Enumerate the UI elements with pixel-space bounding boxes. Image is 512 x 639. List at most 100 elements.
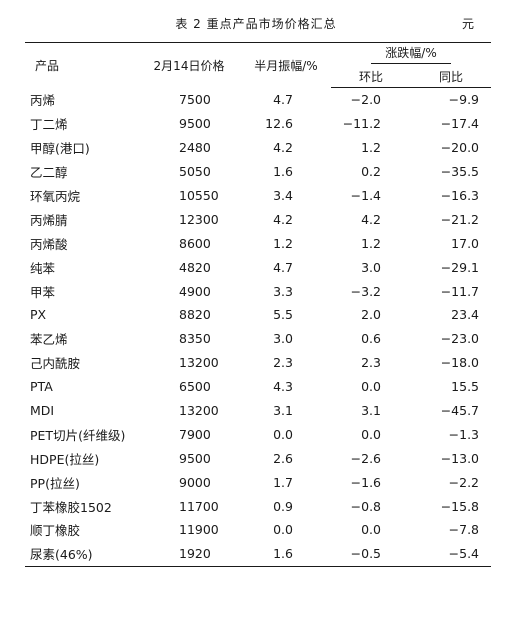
product-name-cell: 丙烯腈 bbox=[30, 212, 68, 228]
yoy-cell: −15.8 bbox=[440, 498, 480, 514]
swing-cell: 4.2 bbox=[273, 140, 293, 156]
product-name-cell: 丁二烯 bbox=[30, 117, 68, 133]
mom-cell: 0.0 bbox=[361, 522, 381, 538]
mom-cell: 2.3 bbox=[361, 355, 381, 371]
yoy-cell: −2.2 bbox=[448, 474, 480, 490]
yoy-cell: −11.7 bbox=[440, 283, 480, 299]
price-cell: 4900 bbox=[179, 283, 211, 299]
header-mom: 环比 bbox=[331, 65, 411, 88]
yoy-cell: −29.1 bbox=[440, 259, 480, 275]
swing-cell: 3.1 bbox=[273, 403, 293, 419]
mom-cell: 4.2 bbox=[361, 211, 381, 227]
table-row: 尿素(46%) 1920 1.6 −0.5 −5.4 bbox=[25, 541, 492, 567]
product-name-cell: PTA bbox=[30, 379, 53, 395]
price-cell: 11700 bbox=[179, 498, 219, 514]
product-name-cell: 顺丁橡胶 bbox=[30, 523, 81, 539]
product-name-cell: 纯苯 bbox=[30, 260, 56, 276]
product-name-cell: MDI bbox=[30, 403, 55, 419]
header-yoy: 同比 bbox=[411, 65, 492, 88]
swing-cell: 1.2 bbox=[273, 235, 293, 251]
swing-cell: 4.7 bbox=[273, 259, 293, 275]
swing-cell: 3.3 bbox=[273, 283, 293, 299]
swing-cell: 3.0 bbox=[273, 331, 293, 347]
price-cell: 6500 bbox=[179, 379, 211, 395]
table-row: PX 8820 5.5 2.0 23.4 bbox=[25, 303, 491, 327]
product-name-cell: PP(拉丝) bbox=[30, 475, 80, 491]
price-cell: 7500 bbox=[179, 92, 211, 108]
product-name-cell: PET切片(纤维级) bbox=[30, 427, 126, 443]
table-row: 丙烯腈 12300 4.2 4.2 −21.2 bbox=[25, 207, 491, 231]
mom-cell: −1.4 bbox=[350, 188, 381, 203]
header-change-label: 涨跌幅/% bbox=[371, 44, 451, 64]
product-name-cell: 环氧丙烷 bbox=[30, 189, 81, 204]
price-cell: 1920 bbox=[137, 541, 241, 567]
price-cell: 7900 bbox=[179, 426, 211, 442]
swing-cell: 1.7 bbox=[273, 474, 293, 490]
price-cell: 8600 bbox=[179, 235, 211, 251]
table-row: 甲苯 4900 3.3 −3.2 −11.7 bbox=[25, 279, 491, 303]
product-name-cell: 尿素(46%) bbox=[25, 541, 137, 567]
mom-cell: −0.5 bbox=[331, 541, 411, 567]
yoy-cell: −1.3 bbox=[448, 426, 480, 442]
yoy-cell: −21.2 bbox=[440, 211, 480, 227]
price-cell: 8820 bbox=[179, 307, 211, 323]
product-name-cell: 丙烯 bbox=[30, 93, 56, 109]
swing-cell: 12.6 bbox=[265, 116, 293, 132]
product-name-cell: 甲醇(港口) bbox=[30, 141, 90, 157]
mom-cell: −1.6 bbox=[350, 474, 381, 490]
header-price: 2月14日价格 bbox=[153, 58, 225, 73]
price-cell: 4820 bbox=[179, 259, 211, 275]
table-row: 甲醇(港口) 2480 4.2 1.2 −20.0 bbox=[25, 136, 491, 160]
header-product: 产品 bbox=[35, 58, 60, 73]
table-row: 纯苯 4820 4.7 3.0 −29.1 bbox=[25, 255, 491, 279]
yoy-cell: −7.8 bbox=[448, 522, 480, 538]
yoy-cell: 15.5 bbox=[451, 379, 480, 395]
mom-cell: 0.0 bbox=[361, 379, 381, 395]
product-name-cell: 丁苯橡胶1502 bbox=[30, 499, 112, 515]
table-row: MDI 13200 3.1 3.1 −45.7 bbox=[25, 399, 491, 423]
yoy-cell: −18.0 bbox=[440, 355, 480, 371]
price-cell: 9000 bbox=[179, 474, 211, 490]
yoy-cell: −23.0 bbox=[440, 331, 480, 347]
product-name-cell: 乙二醇 bbox=[30, 165, 68, 181]
mom-cell: 1.2 bbox=[361, 140, 381, 156]
product-name-cell: HDPE(拉丝) bbox=[30, 451, 100, 467]
swing-cell: 1.6 bbox=[241, 541, 331, 567]
table-row: 环氧丙烷 10550 3.4 −1.4 −16.3 bbox=[25, 184, 491, 208]
swing-cell: 3.4 bbox=[273, 188, 293, 203]
table-row: 乙二醇 5050 1.6 0.2 −35.5 bbox=[25, 160, 491, 184]
unit-label: 元 bbox=[461, 17, 474, 31]
product-name-cell: 丙烯酸 bbox=[30, 236, 68, 252]
swing-cell: 1.6 bbox=[273, 164, 293, 180]
yoy-cell: −5.4 bbox=[411, 541, 492, 567]
mom-cell: −0.8 bbox=[350, 498, 381, 514]
mom-cell: 3.1 bbox=[361, 403, 381, 419]
table-row: 丁二烯 9500 12.6 −11.2 −17.4 bbox=[25, 112, 491, 136]
swing-cell: 4.2 bbox=[273, 211, 293, 227]
table-row: 己内酰胺 13200 2.3 2.3 −18.0 bbox=[25, 351, 491, 375]
swing-cell: 4.3 bbox=[273, 379, 293, 395]
table-row: HDPE(拉丝) 9500 2.6 −2.6 −13.0 bbox=[25, 446, 491, 470]
mom-cell: 0.6 bbox=[361, 331, 381, 347]
table-row: PTA 6500 4.3 0.0 15.5 bbox=[25, 375, 491, 399]
price-cell: 9500 bbox=[179, 116, 211, 132]
table-body: 丙烯 7500 4.7 −2.0 −9.9 丁二烯 9500 12.6 −11.2 −17.4 甲醇… bbox=[25, 88, 492, 567]
price-cell: 8350 bbox=[179, 331, 211, 347]
price-cell: 11900 bbox=[179, 522, 219, 538]
yoy-cell: −13.0 bbox=[440, 450, 480, 466]
swing-cell: 5.5 bbox=[273, 307, 293, 323]
price-cell: 5050 bbox=[179, 164, 211, 180]
table-row: PP(拉丝) 9000 1.7 −1.6 −2.2 bbox=[25, 470, 491, 494]
yoy-cell: −35.5 bbox=[440, 164, 480, 180]
swing-cell: 2.3 bbox=[273, 355, 293, 371]
table-row: 丙烯 7500 4.7 −2.0 −9.9 bbox=[25, 88, 491, 112]
yoy-cell: −45.7 bbox=[440, 403, 480, 419]
yoy-cell: −16.3 bbox=[440, 188, 480, 203]
product-name-cell: 甲苯 bbox=[30, 284, 56, 300]
mom-cell: 2.0 bbox=[361, 307, 381, 323]
price-cell: 2480 bbox=[179, 140, 211, 156]
price-cell: 13200 bbox=[179, 355, 219, 371]
price-table: 产品 2月14日价格 半月振幅/% 涨跌幅/% 环比 同比 丙烯 7500 4.7 −… bbox=[25, 42, 492, 567]
swing-cell: 0.0 bbox=[273, 522, 293, 538]
table-row: 丙烯酸 8600 1.2 1.2 17.0 bbox=[25, 231, 491, 255]
